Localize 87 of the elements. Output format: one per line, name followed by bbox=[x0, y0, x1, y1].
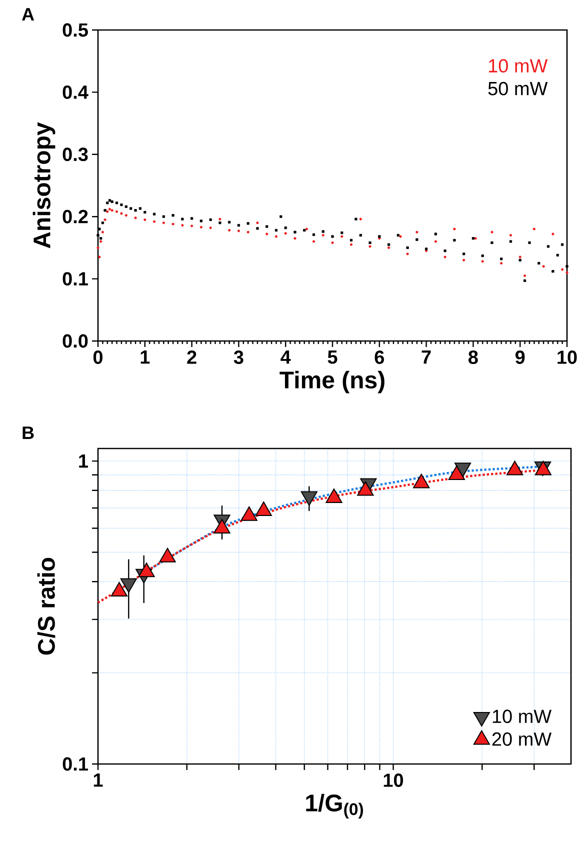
y-tick-label: 0.1 bbox=[62, 272, 88, 286]
chart-title: A bbox=[22, 8, 34, 20]
y-tick-label: 0.2 bbox=[62, 210, 88, 224]
point bbox=[228, 228, 231, 232]
point bbox=[101, 230, 104, 234]
x-axis-title: Time (ns) bbox=[280, 370, 384, 394]
x-axis-title: 1/G$_{(0)}$ bbox=[306, 794, 364, 818]
point bbox=[474, 237, 477, 240]
y-tick-label: 0.0 bbox=[62, 334, 88, 348]
x-tick-label: 9 bbox=[516, 350, 525, 364]
point bbox=[368, 245, 372, 248]
point bbox=[490, 230, 494, 234]
point bbox=[532, 228, 536, 230]
point bbox=[406, 252, 409, 256]
y-tick-label: 0.3 bbox=[62, 148, 88, 162]
point bbox=[566, 271, 568, 274]
point bbox=[200, 226, 203, 228]
point bbox=[305, 228, 308, 230]
point bbox=[209, 226, 212, 230]
point bbox=[144, 218, 146, 222]
point bbox=[399, 235, 402, 238]
y-axis-title: Anisotropy bbox=[32, 122, 56, 248]
legend-label: 10 mW bbox=[492, 710, 552, 724]
point bbox=[104, 218, 106, 222]
x-tick-label: 0 bbox=[94, 350, 103, 364]
point bbox=[388, 246, 390, 249]
point bbox=[96, 246, 100, 249]
x-tick-label: 7 bbox=[422, 350, 431, 364]
chart-title: B bbox=[22, 426, 34, 439]
y-axis-title: C/S ratio bbox=[37, 558, 56, 655]
x-tick-label: 5 bbox=[328, 350, 338, 364]
point bbox=[552, 232, 554, 236]
point bbox=[322, 234, 324, 237]
point bbox=[340, 235, 344, 238]
point bbox=[331, 241, 334, 244]
point bbox=[172, 222, 174, 226]
point bbox=[153, 220, 156, 223]
point bbox=[359, 218, 362, 220]
point bbox=[218, 218, 222, 220]
point bbox=[462, 258, 466, 262]
text: 10 mW bbox=[489, 59, 548, 73]
point bbox=[444, 256, 446, 258]
x-tick-label: 10 bbox=[558, 350, 577, 364]
point bbox=[481, 260, 484, 263]
y-tick-label: 0.4 bbox=[62, 85, 88, 99]
point bbox=[294, 237, 296, 240]
point bbox=[274, 235, 278, 238]
point bbox=[312, 240, 316, 243]
point bbox=[116, 210, 118, 213]
point bbox=[98, 256, 101, 258]
point bbox=[524, 274, 526, 277]
point bbox=[162, 222, 166, 224]
point bbox=[181, 224, 184, 227]
x-tick-label: 8 bbox=[468, 350, 478, 364]
point bbox=[108, 208, 112, 210]
x-tick-label: 4 bbox=[280, 350, 291, 364]
y-tick-label: 1 bbox=[79, 454, 88, 468]
x-tick-label: 10 bbox=[384, 774, 404, 787]
y-tick-label: 0.1 bbox=[62, 757, 88, 771]
x-tick-label: 2 bbox=[187, 350, 196, 364]
x-tick-label: 6 bbox=[374, 350, 384, 364]
point bbox=[110, 209, 114, 212]
point bbox=[106, 210, 109, 213]
point bbox=[453, 228, 456, 230]
point bbox=[120, 212, 123, 215]
point bbox=[134, 216, 137, 220]
legend-label: 20 mW bbox=[492, 732, 552, 746]
point bbox=[237, 230, 240, 232]
point bbox=[509, 234, 512, 237]
point bbox=[100, 240, 102, 243]
point bbox=[350, 243, 353, 246]
point bbox=[124, 214, 128, 217]
point bbox=[500, 262, 503, 265]
point bbox=[256, 222, 259, 224]
x-tick-label: 1 bbox=[140, 350, 150, 364]
point bbox=[246, 230, 250, 234]
point bbox=[542, 265, 545, 268]
point bbox=[434, 240, 438, 243]
point bbox=[190, 224, 194, 228]
text: 50 mW bbox=[488, 82, 548, 96]
point bbox=[266, 232, 268, 236]
point bbox=[284, 232, 287, 235]
point bbox=[416, 230, 418, 234]
y-tick-label: 0.5 bbox=[62, 23, 88, 37]
x-tick-label: 3 bbox=[234, 350, 244, 364]
point bbox=[561, 268, 564, 271]
point bbox=[518, 256, 522, 258]
